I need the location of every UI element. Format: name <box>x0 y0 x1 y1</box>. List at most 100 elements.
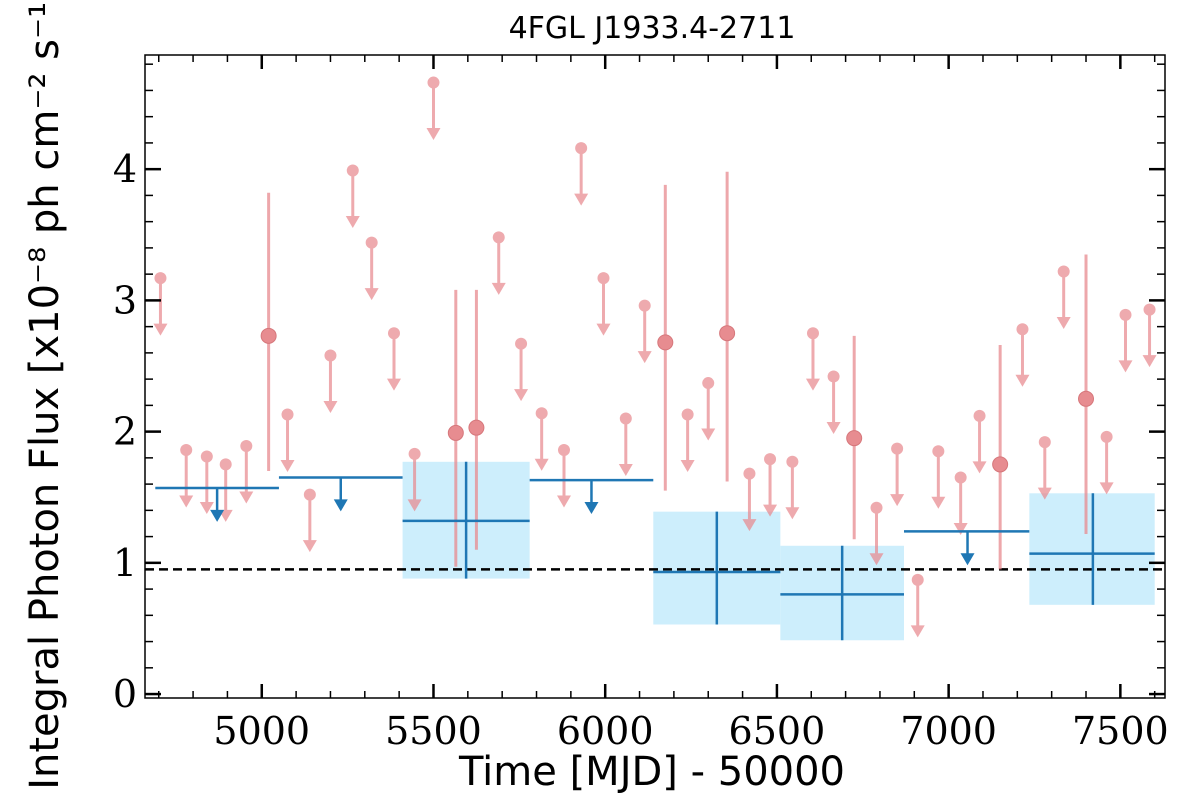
upper-limit-arrowhead <box>345 215 360 228</box>
x-tick-label: 6500 <box>729 709 826 753</box>
upper-limit-arrowhead <box>596 323 611 336</box>
y-tick-label: 1 <box>113 541 137 585</box>
upper-limit-point <box>387 327 400 340</box>
upper-limit-point <box>154 272 167 285</box>
upper-limit-arrowhead <box>972 461 987 474</box>
y-tick-label: 2 <box>113 410 137 454</box>
detection-point <box>719 325 736 342</box>
upper-limit-arrowhead <box>239 491 254 504</box>
upper-limit-arrowhead <box>407 499 422 512</box>
upper-limit-arrowhead <box>426 128 441 141</box>
long-bin-detection <box>653 511 781 625</box>
upper-limit-point <box>180 443 193 456</box>
short-bin-detection <box>1078 254 1095 534</box>
upper-limit-point <box>702 377 715 390</box>
upper-limit-point <box>681 408 694 421</box>
upper-limit-point <box>619 412 632 425</box>
upper-limit-arrowhead <box>534 458 549 471</box>
upper-limit-arrowhead <box>1056 317 1071 330</box>
long-bin-upper-limit <box>529 478 654 515</box>
upper-limit-point <box>891 442 904 455</box>
short-bin-upper-limit <box>345 164 360 228</box>
upper-limit-arrowhead <box>763 504 778 517</box>
upper-limit-arrowhead <box>890 494 905 507</box>
upper-limit-point <box>240 440 253 453</box>
long-bin-upper-limit <box>903 530 1030 566</box>
upper-limit-arrowhead <box>742 519 757 532</box>
upper-limit-point <box>303 488 316 501</box>
upper-limit-point <box>408 447 421 460</box>
short-bin-upper-limit <box>596 272 611 336</box>
detection-point <box>447 424 464 441</box>
upper-limit-point <box>764 453 777 466</box>
upper-limit-arrowhead <box>869 553 884 566</box>
upper-limit-point <box>597 272 610 285</box>
short-bin-upper-limit <box>323 349 338 413</box>
short-bin-upper-limit <box>785 455 800 520</box>
upper-limit-arrowhead <box>680 460 695 473</box>
short-bin-upper-limit <box>407 447 422 512</box>
upper-limit-arrowhead <box>1118 360 1133 373</box>
upper-limit-arrowhead <box>584 502 599 515</box>
short-bin-upper-limit <box>701 377 716 441</box>
upper-limit-arrowhead <box>323 400 338 413</box>
short-bin-upper-limit <box>491 231 506 295</box>
axes: 5000 5500 6000 6500 7000 7500 0 1 2 3 4 <box>113 54 1169 753</box>
detection-point <box>992 456 1009 473</box>
upper-limit-arrowhead <box>1037 487 1052 500</box>
upper-limit-arrowhead <box>364 288 379 301</box>
upper-limit-point <box>492 231 505 244</box>
short-bin-upper-limit <box>1015 323 1030 387</box>
x-tick-label: 6000 <box>557 709 654 753</box>
short-bin-upper-limit <box>280 408 295 473</box>
short-bin-upper-limit <box>910 573 925 638</box>
short-bin-upper-limit <box>953 471 968 536</box>
upper-limit-arrowhead <box>1099 482 1114 495</box>
upper-limit-point <box>219 458 232 471</box>
detection-point <box>1078 390 1095 407</box>
upper-limit-point <box>535 407 548 420</box>
detection-point <box>260 327 277 344</box>
short-bin-detection <box>260 192 277 471</box>
upper-limit-arrowhead <box>785 507 800 520</box>
x-tick-label: 7000 <box>900 709 997 753</box>
upper-limit-point <box>1038 436 1051 449</box>
short-bin-upper-limit <box>1099 430 1114 495</box>
short-bin-detection <box>992 345 1009 570</box>
short-bin-upper-limit <box>1142 303 1157 368</box>
long-bin-detection <box>780 545 904 641</box>
short-bin-upper-limit <box>805 327 820 391</box>
upper-limit-point <box>827 370 840 383</box>
short-bin-upper-limit <box>364 236 379 301</box>
upper-limit-point <box>515 337 528 350</box>
y-tick-label: 3 <box>113 278 137 322</box>
short-bin-upper-limit <box>637 299 652 364</box>
x-tick-label: 7500 <box>1072 709 1169 753</box>
upper-limit-arrowhead <box>491 282 506 295</box>
short-bin-upper-limit <box>153 272 168 336</box>
upper-limit-arrowhead <box>514 389 529 402</box>
upper-limit-point <box>954 471 967 484</box>
short-bin-upper-limit <box>1118 308 1133 373</box>
upper-limit-arrowhead <box>210 509 225 522</box>
x-tick-label: 5500 <box>385 709 482 753</box>
short-bin-detection <box>719 171 736 482</box>
short-bin-upper-limit <box>931 445 946 509</box>
upper-limit-point <box>575 142 588 155</box>
x-tick-label: 5000 <box>213 709 310 753</box>
upper-limit-point <box>638 299 651 312</box>
short-bin-upper-limit <box>302 488 317 553</box>
short-bin-upper-limit <box>826 370 841 434</box>
short-bin-upper-limit <box>742 467 757 532</box>
short-bin-detection <box>846 335 863 540</box>
short-bin-upper-limit <box>972 409 987 474</box>
short-bin-upper-limit <box>534 407 549 471</box>
upper-limit-arrowhead <box>805 378 820 391</box>
y-axis-label: Integral Photon Flux [x10⁻⁸ ph cm⁻² s⁻¹] <box>22 0 68 790</box>
upper-limit-point <box>911 573 924 586</box>
upper-limit-point <box>427 76 440 89</box>
short-bin-upper-limit <box>556 443 571 508</box>
y-tick-label: 4 <box>113 147 137 191</box>
short-bin-upper-limit <box>763 453 778 517</box>
